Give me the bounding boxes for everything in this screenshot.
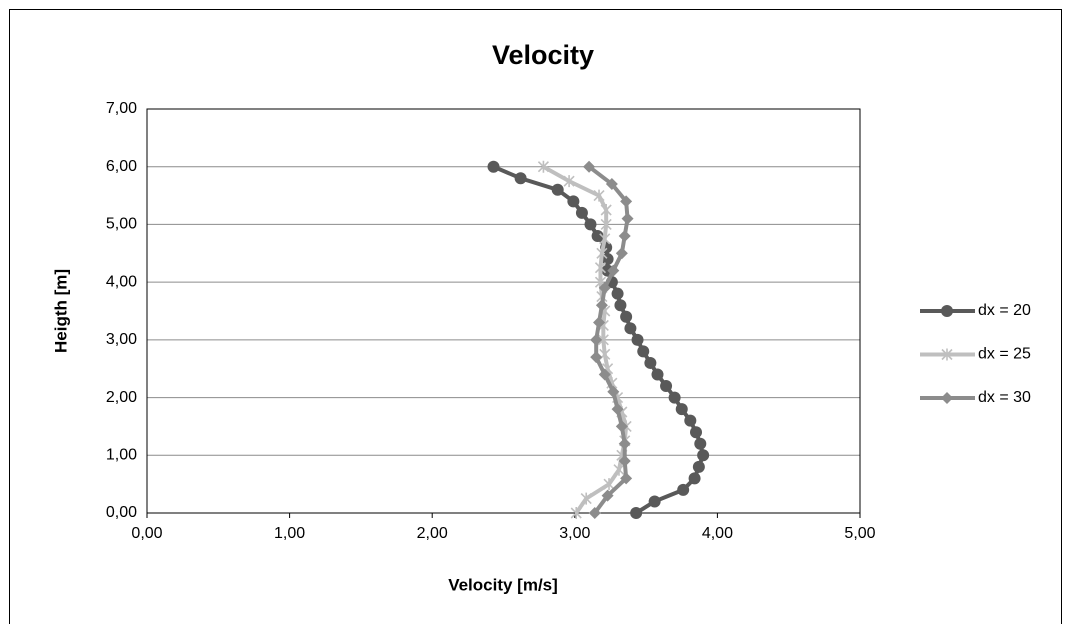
marker xyxy=(596,247,608,260)
marker xyxy=(611,287,624,300)
marker xyxy=(584,218,597,231)
marker xyxy=(684,414,697,427)
marker xyxy=(620,310,633,323)
y-axis-label: Heigth [m] xyxy=(51,269,70,353)
marker xyxy=(613,463,625,476)
marker xyxy=(551,183,564,196)
marker xyxy=(644,356,657,369)
marker xyxy=(514,172,527,185)
marker xyxy=(594,261,607,274)
y-tick-label: 0,00 xyxy=(106,504,137,521)
marker xyxy=(537,160,549,173)
marker xyxy=(605,178,618,191)
x-tick-label: 3,00 xyxy=(559,525,590,542)
chart-title: Velocity xyxy=(492,40,594,70)
marker xyxy=(563,175,575,188)
marker xyxy=(615,247,628,260)
marker xyxy=(648,495,661,508)
y-tick-label: 1,00 xyxy=(106,447,137,464)
marker xyxy=(660,380,673,393)
marker xyxy=(620,195,633,208)
marker xyxy=(618,455,631,468)
marker xyxy=(603,478,615,491)
marker xyxy=(593,189,605,202)
marker xyxy=(595,299,608,312)
marker xyxy=(677,483,690,496)
y-tick-label: 7,00 xyxy=(106,100,137,117)
marker xyxy=(487,160,500,173)
marker xyxy=(630,507,643,519)
marker xyxy=(575,206,588,219)
marker xyxy=(598,281,611,294)
marker xyxy=(580,492,592,505)
marker xyxy=(697,449,710,462)
chart-border xyxy=(9,9,1062,624)
marker xyxy=(607,264,620,277)
marker xyxy=(624,322,637,335)
marker xyxy=(570,507,582,519)
legend-label: dx = 25 xyxy=(978,346,1031,363)
marker xyxy=(599,232,611,245)
y-tick-label: 3,00 xyxy=(106,331,137,348)
x-tick-label: 0,00 xyxy=(131,525,162,542)
marker xyxy=(668,391,681,404)
marker xyxy=(588,507,601,519)
marker xyxy=(941,392,953,404)
marker xyxy=(941,348,953,361)
marker xyxy=(600,204,612,216)
marker xyxy=(593,316,606,329)
marker xyxy=(651,368,664,381)
marker xyxy=(597,333,609,346)
plot-area xyxy=(146,108,861,514)
y-tick-label: 2,00 xyxy=(106,389,137,406)
marker xyxy=(637,345,650,358)
marker xyxy=(621,212,634,225)
x-tick-label: 4,00 xyxy=(702,525,733,542)
y-tick-label: 6,00 xyxy=(106,158,137,175)
marker xyxy=(631,333,644,346)
marker xyxy=(567,195,580,208)
marker xyxy=(690,426,703,439)
marker xyxy=(601,489,614,502)
y-tick-label: 5,00 xyxy=(106,216,137,233)
marker xyxy=(694,437,707,450)
marker xyxy=(618,229,631,242)
x-tick-label: 1,00 xyxy=(274,525,305,542)
marker xyxy=(692,460,705,473)
marker xyxy=(607,385,620,398)
marker xyxy=(615,420,628,433)
marker xyxy=(598,368,611,381)
marker xyxy=(618,437,631,450)
marker xyxy=(941,305,953,317)
marker xyxy=(590,333,603,346)
marker xyxy=(675,403,688,416)
legend-label: dx = 30 xyxy=(978,389,1031,406)
x-tick-label: 5,00 xyxy=(844,525,875,542)
marker xyxy=(600,218,612,231)
y-tick-label: 4,00 xyxy=(106,273,137,290)
marker xyxy=(583,160,596,173)
legend-label: dx = 20 xyxy=(978,302,1031,319)
x-axis-label: Velocity [m/s] xyxy=(448,575,558,594)
marker xyxy=(590,351,603,364)
marker xyxy=(614,299,627,312)
x-tick-label: 2,00 xyxy=(417,525,448,542)
marker xyxy=(620,472,633,485)
marker xyxy=(591,229,604,242)
marker xyxy=(688,472,701,485)
marker xyxy=(611,403,624,416)
